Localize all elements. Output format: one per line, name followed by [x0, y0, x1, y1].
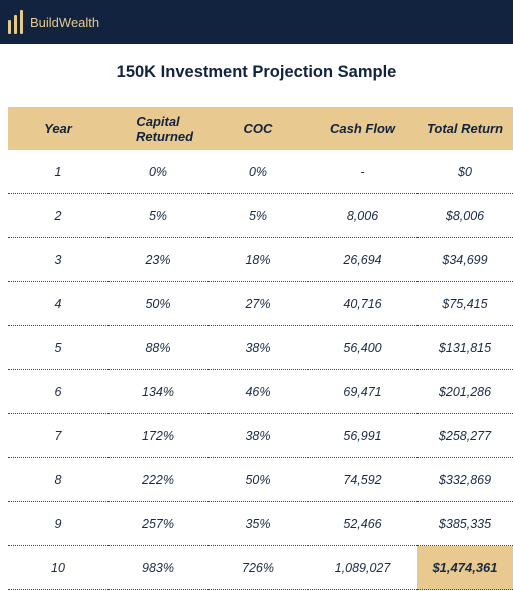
cell-cash-flow: 52,466 — [308, 501, 417, 546]
cell-total-return: $34,699 — [417, 237, 513, 282]
cell-year: 1 — [8, 150, 108, 194]
brand-name: BuildWealth — [30, 14, 100, 30]
cell-cash-flow: - — [308, 150, 417, 194]
column-header-coc: COC — [208, 107, 308, 150]
cell-total-return: $201,286 — [417, 369, 513, 414]
column-header-total-return: Total Return — [417, 107, 513, 150]
table-header-row: Year Capital Returned COC Cash Flow Tota… — [8, 107, 513, 150]
brand-logo[interactable]: BuildWealth — [8, 10, 99, 34]
cell-coc: 38% — [208, 413, 308, 458]
table-row: 2 5% 5% 8,006 $8,006 — [8, 193, 513, 238]
cell-total-return: $75,415 — [417, 281, 513, 326]
cell-coc: 46% — [208, 369, 308, 414]
cell-capital-returned: 134% — [108, 369, 208, 414]
table-row: 8 222% 50% 74,592 $332,869 — [8, 457, 513, 502]
cell-coc: 38% — [208, 325, 308, 370]
table-row: 9 257% 35% 52,466 $385,335 — [8, 501, 513, 546]
cell-capital-returned: 983% — [108, 545, 208, 590]
table-row: 7 172% 38% 56,991 $258,277 — [8, 413, 513, 458]
cell-capital-returned: 222% — [108, 457, 208, 502]
cell-year: 9 — [8, 501, 108, 546]
cell-capital-returned: 257% — [108, 501, 208, 546]
cell-total-return: $0 — [417, 150, 513, 194]
cell-year: 5 — [8, 325, 108, 370]
cell-total-return: $385,335 — [417, 501, 513, 546]
column-header-cash-flow: Cash Flow — [308, 107, 417, 150]
cell-capital-returned: 0% — [108, 150, 208, 194]
cell-cash-flow: 8,006 — [308, 193, 417, 238]
table-row: 10 983% 726% 1,089,027 $1,474,361 — [8, 545, 513, 590]
cell-cash-flow: 56,400 — [308, 325, 417, 370]
page-title: 150K Investment Projection Sample — [116, 63, 397, 81]
cell-capital-returned: 5% — [108, 193, 208, 238]
cell-year: 10 — [8, 545, 108, 590]
cell-total-return: $131,815 — [417, 325, 513, 370]
cell-year: 7 — [8, 413, 108, 458]
cell-total-return: $1,474,361 — [417, 545, 513, 590]
cell-total-return: $332,869 — [417, 457, 513, 502]
cell-coc: 726% — [208, 545, 308, 590]
bar-chart-logo-icon — [8, 10, 26, 34]
cell-year: 6 — [8, 369, 108, 414]
cell-cash-flow: 26,694 — [308, 237, 417, 282]
cell-coc: 0% — [208, 150, 308, 194]
table-row: 4 50% 27% 40,716 $75,415 — [8, 281, 513, 326]
table-row: 6 134% 46% 69,471 $201,286 — [8, 369, 513, 414]
top-bar: BuildWealth — [0, 0, 513, 44]
cell-total-return: $258,277 — [417, 413, 513, 458]
table-row: 1 0% 0% - $0 — [8, 150, 513, 194]
cell-year: 2 — [8, 193, 108, 238]
cell-cash-flow: 56,991 — [308, 413, 417, 458]
cell-year: 4 — [8, 281, 108, 326]
column-header-capital-returned: Capital Returned — [108, 107, 208, 150]
cell-capital-returned: 23% — [108, 237, 208, 282]
cell-year: 3 — [8, 237, 108, 282]
cell-coc: 50% — [208, 457, 308, 502]
cell-capital-returned: 172% — [108, 413, 208, 458]
cell-cash-flow: 40,716 — [308, 281, 417, 326]
column-header-year: Year — [8, 107, 108, 150]
table-row: 5 88% 38% 56,400 $131,815 — [8, 325, 513, 370]
cell-capital-returned: 50% — [108, 281, 208, 326]
projection-table: Year Capital Returned COC Cash Flow Tota… — [8, 107, 513, 590]
cell-coc: 5% — [208, 193, 308, 238]
cell-coc: 18% — [208, 237, 308, 282]
cell-coc: 35% — [208, 501, 308, 546]
table-row: 3 23% 18% 26,694 $34,699 — [8, 237, 513, 282]
cell-coc: 27% — [208, 281, 308, 326]
cell-total-return: $8,006 — [417, 193, 513, 238]
table-body: 1 0% 0% - $0 2 5% 5% 8,006 $8,006 3 23% 18% 26,694 $34… — [8, 150, 513, 590]
cell-cash-flow: 74,592 — [308, 457, 417, 502]
cell-cash-flow: 69,471 — [308, 369, 417, 414]
cell-year: 8 — [8, 457, 108, 502]
cell-capital-returned: 88% — [108, 325, 208, 370]
cell-cash-flow: 1,089,027 — [308, 545, 417, 590]
